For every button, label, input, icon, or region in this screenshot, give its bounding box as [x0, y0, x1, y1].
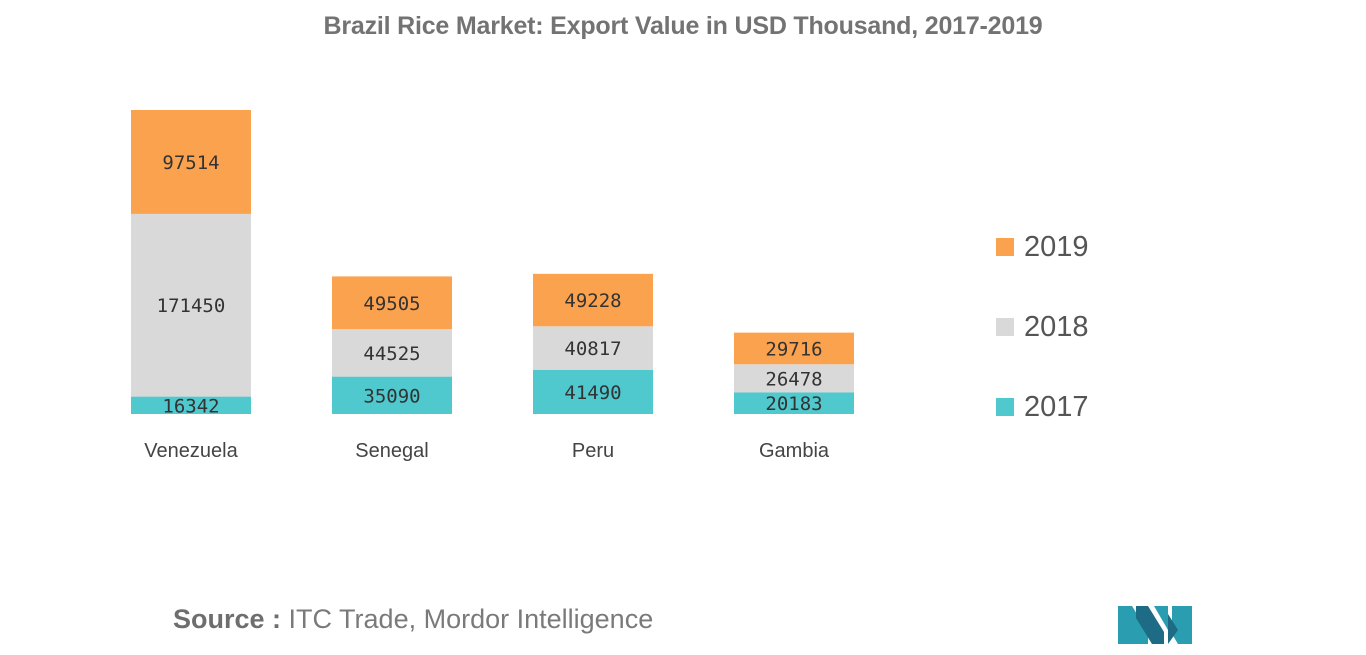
bar-gambia-2017 — [734, 392, 854, 414]
source-prefix: Source : — [173, 604, 282, 634]
x-tick-label-senegal: Senegal — [355, 440, 428, 462]
data-label-peru-2019: 49228 — [564, 290, 621, 312]
data-label-senegal-2018: 44525 — [363, 343, 420, 365]
legend-item-2017: 2017 — [996, 388, 1089, 468]
legend-item-2018: 2018 — [996, 308, 1089, 388]
data-label-gambia-2018: 26478 — [765, 368, 822, 390]
data-label-senegal-2019: 49505 — [363, 293, 420, 315]
bar-peru-2018 — [533, 326, 653, 370]
bar-venezuela-2019 — [131, 110, 251, 214]
legend-swatch-2019 — [996, 238, 1014, 256]
bar-senegal-2019 — [332, 276, 452, 330]
x-tick-label-venezuela: Venezuela — [144, 440, 238, 462]
legend-swatch-2017 — [996, 398, 1014, 416]
bar-senegal-2017 — [332, 376, 452, 414]
data-label-venezuela-2018: 171450 — [157, 295, 226, 317]
bar-peru-2019 — [533, 273, 653, 327]
x-tick-label-gambia: Gambia — [759, 440, 830, 462]
source-note: Source : ITC Trade, Mordor Intelligence — [173, 604, 653, 635]
source-text: ITC Trade, Mordor Intelligence — [288, 604, 654, 634]
data-label-gambia-2019: 29716 — [765, 338, 822, 360]
legend-label-2018: 2018 — [1024, 311, 1089, 343]
legend-item-2019: 2019 — [996, 228, 1089, 308]
data-label-venezuela-2019: 97514 — [162, 152, 219, 174]
data-label-venezuela-2017: 16342 — [162, 395, 219, 417]
bar-peru-2017 — [533, 369, 653, 414]
legend-label-2017: 2017 — [1024, 391, 1089, 423]
data-label-gambia-2017: 20183 — [765, 393, 822, 415]
legend: 2019 2018 2017 — [996, 228, 1089, 468]
data-label-senegal-2017: 35090 — [363, 385, 420, 407]
bar-gambia-2018 — [734, 364, 854, 393]
bar-venezuela-2018 — [131, 213, 251, 397]
legend-swatch-2018 — [996, 318, 1014, 336]
data-label-peru-2017: 41490 — [564, 382, 621, 404]
x-tick-label-peru: Peru — [572, 440, 614, 462]
mordor-intelligence-logo-icon — [1118, 606, 1192, 644]
chart-title: Brazil Rice Market: Export Value in USD … — [323, 12, 1043, 40]
bar-venezuela-2017 — [131, 396, 251, 414]
bar-gambia-2019 — [734, 332, 854, 365]
data-label-peru-2018: 40817 — [564, 338, 621, 360]
bar-senegal-2018 — [332, 329, 452, 377]
legend-label-2019: 2019 — [1024, 231, 1089, 263]
